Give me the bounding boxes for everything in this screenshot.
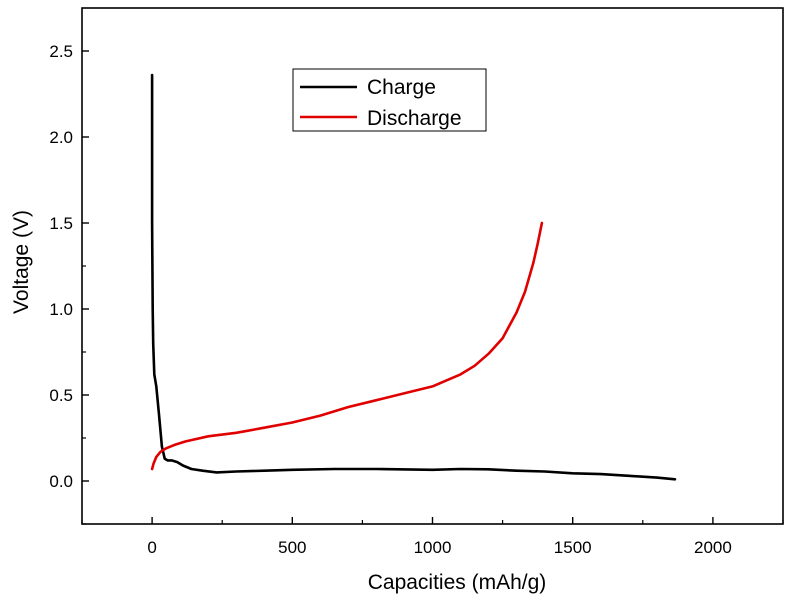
x-tick-label: 1000: [414, 538, 452, 557]
y-tick-label: 1.5: [49, 214, 73, 233]
x-axis-title: Capacities (mAh/g): [368, 571, 547, 594]
series-line-charge: [150, 73, 677, 481]
x-tick-label: 500: [278, 538, 306, 557]
y-tick-label: 0.5: [49, 386, 73, 405]
series-line-discharge: [150, 221, 544, 471]
y-tick-label: 2.0: [49, 128, 73, 147]
legend: Charge Discharge: [292, 68, 487, 132]
series-layer: [150, 73, 677, 481]
y-tick-label: 0.0: [49, 472, 73, 491]
x-tick-label: 0: [147, 538, 156, 557]
y-tick-label: 1.0: [49, 300, 73, 319]
x-tick-label: 1500: [554, 538, 592, 557]
x-tick-label: 2000: [694, 538, 732, 557]
y-axis-ticks: 0.0 0.5 1.0 1.5 2.0 2.5: [49, 42, 89, 525]
legend-label-charge: Charge: [367, 76, 436, 99]
x-axis-ticks: 0 500 1000 1500 2000: [81, 517, 784, 557]
y-axis-title: Voltage (V): [10, 210, 33, 314]
legend-label-discharge: Discharge: [367, 107, 462, 130]
y-tick-label: 2.5: [49, 42, 73, 61]
legend-box: [292, 68, 487, 132]
